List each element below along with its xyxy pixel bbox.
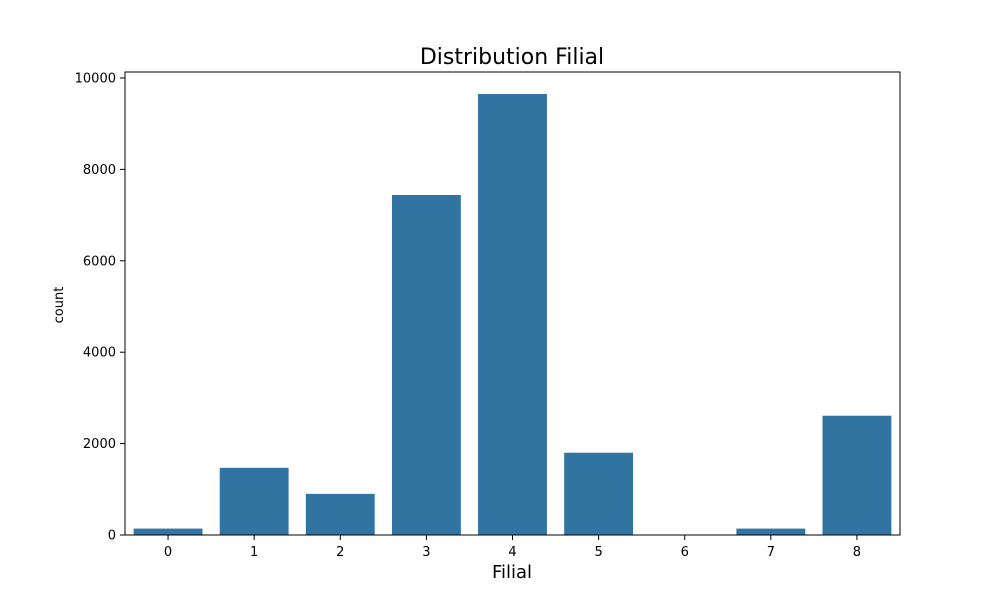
bar-2	[305, 493, 375, 535]
bar-8	[822, 415, 892, 535]
bar-1	[219, 467, 289, 535]
y-tick-label: 10000	[75, 72, 116, 87]
bars-layer	[133, 93, 892, 536]
x-tick-label: 4	[508, 545, 516, 560]
x-axis-label: Filial	[492, 562, 532, 583]
y-axis-label: count	[52, 287, 67, 324]
axes-layer: 0 2000 4000 6000 8000 10000 0 1 2 3 4 5 6 7 8	[75, 71, 901, 560]
bar-7	[736, 528, 806, 535]
y-tick-label: 8000	[83, 163, 116, 178]
bar-5	[564, 452, 634, 535]
x-tick-label: 2	[336, 545, 344, 560]
y-tick-label: 4000	[83, 346, 116, 361]
x-tick-label: 7	[767, 545, 775, 560]
bar-4	[478, 93, 547, 536]
x-tick-label: 5	[594, 545, 602, 560]
bar-3	[391, 194, 461, 535]
x-tick-label: 0	[164, 545, 172, 560]
x-tick-label: 1	[250, 545, 258, 560]
y-tick-label: 0	[108, 529, 116, 544]
y-tick-label: 6000	[83, 254, 116, 269]
x-tick-label: 8	[853, 545, 861, 560]
bar-0	[133, 528, 203, 535]
x-tick-label: 3	[422, 545, 430, 560]
chart-title: Distribution Filial	[420, 45, 604, 70]
y-tick-label: 2000	[83, 437, 116, 452]
x-tick-label: 6	[681, 545, 689, 560]
